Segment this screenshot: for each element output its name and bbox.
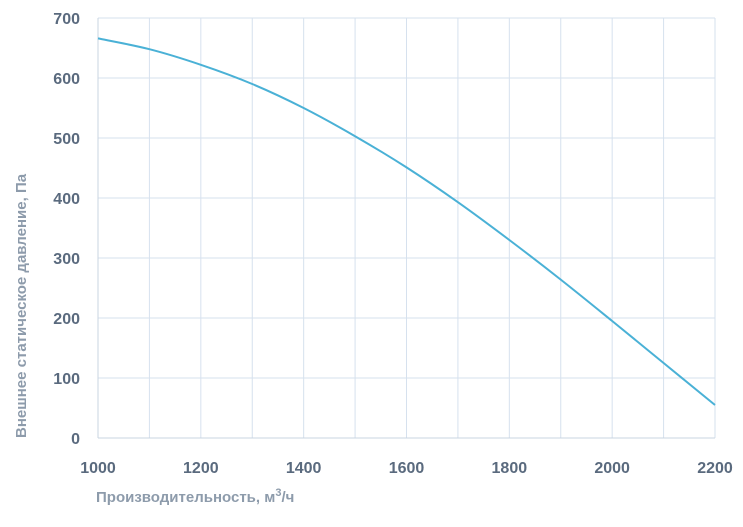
x-axis-title-superscript: 3	[275, 487, 281, 499]
x-axis-title-tail: /ч	[281, 489, 294, 506]
y-tick-label: 700	[53, 11, 80, 28]
x-tick-label: 2200	[697, 460, 733, 477]
y-tick-label: 100	[53, 371, 80, 388]
x-tick-label: 1400	[286, 460, 322, 477]
axis-layer	[97, 18, 715, 439]
y-tick-label: 0	[71, 431, 80, 448]
y-tick-label: 300	[53, 251, 80, 268]
x-tick-label: 1600	[389, 460, 425, 477]
x-tick-label: 1000	[80, 460, 116, 477]
y-tick-label: 600	[53, 71, 80, 88]
y-tick-label: 500	[53, 131, 80, 148]
series-layer	[97, 37, 716, 406]
pressure-curve-line	[97, 37, 716, 406]
tick-labels: 0 100 200 300 400 500 600 700 1000 1200 1400 1600 18…	[53, 11, 733, 477]
y-tick-label: 400	[53, 191, 80, 208]
x-tick-label: 2000	[594, 460, 630, 477]
y-axis-title: Внешнее статическое давление, Па	[13, 173, 30, 438]
grid-layer	[98, 17, 716, 438]
x-axis-title-main: Производительность, м	[96, 489, 275, 506]
x-tick-label: 1200	[183, 460, 219, 477]
x-axis-title: Производительность, м3/ч	[96, 487, 294, 506]
y-tick-label: 200	[53, 311, 80, 328]
x-tick-label: 1800	[492, 460, 528, 477]
